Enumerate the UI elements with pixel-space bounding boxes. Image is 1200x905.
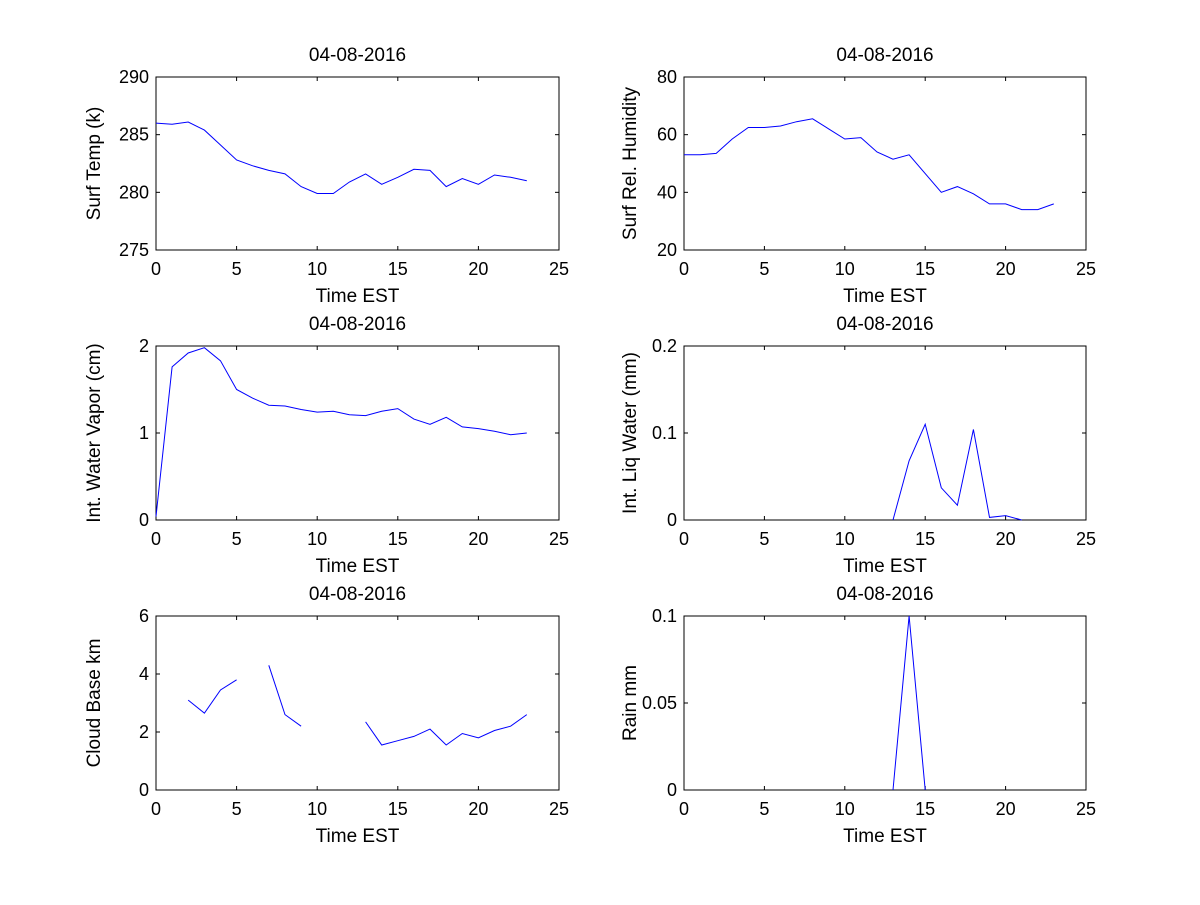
y-axis-label: Int. Liq Water (mm) [620,352,641,514]
x-tick-label: 25 [549,259,569,279]
x-tick-label: 15 [388,529,408,549]
y-tick-label: 0 [139,510,149,530]
axes-frame [683,615,1087,791]
x-axis-label: Time EST [316,826,400,847]
y-tick-label: 0.1 [652,606,677,626]
x-tick-label: 20 [996,529,1016,549]
y-tick-label: 1 [139,423,149,443]
y-tick-label: 4 [139,664,149,684]
x-tick-label: 5 [232,529,242,549]
y-tick-label: 0.1 [652,423,677,443]
axes-frame [683,345,1087,521]
series-line-2 [268,665,302,727]
y-tick-label: 290 [119,67,149,87]
y-axis-label: Int. Water Vapor (cm) [84,343,105,522]
subplot-1: 04-08-2016 0 5 10 15 20 25 275 280 285 290 Time EST… [84,45,569,307]
x-tick-label: 10 [307,529,327,549]
x-tick-label: 0 [679,799,689,819]
axes-frame [155,76,560,251]
subplot-2: 04-08-2016 0 5 10 15 20 25 20 40 60 80 Time EST Surf… [620,45,1096,307]
subplot-6: 04-08-2016 0 5 10 15 20 25 0 0.05 0.1 Time EST Rain… [620,584,1096,847]
x-tick-label: 5 [759,799,769,819]
x-tick-label: 5 [232,259,242,279]
x-tick-label: 5 [232,799,242,819]
y-tick-label: 0 [139,780,149,800]
x-tick-label: 20 [996,259,1016,279]
y-tick-label: 40 [657,182,677,202]
y-tick-label: 0.05 [642,693,677,713]
series-line-1 [684,118,1054,211]
x-tick-label: 15 [388,259,408,279]
chart-title: 04-08-2016 [836,45,933,66]
series-line-1 [892,615,926,791]
y-tick-label: 0 [667,780,677,800]
chart-title: 04-08-2016 [309,584,406,605]
x-axis-label: Time EST [843,556,927,577]
x-tick-label: 10 [835,529,855,549]
y-tick-label: 0 [667,510,677,530]
y-tick-label: 0.2 [652,336,677,356]
chart-title: 04-08-2016 [309,314,406,335]
x-tick-label: 15 [915,529,935,549]
x-tick-label: 15 [915,799,935,819]
x-tick-label: 10 [307,799,327,819]
x-tick-label: 10 [835,259,855,279]
x-tick-label: 25 [549,799,569,819]
x-tick-label: 0 [151,529,161,549]
chart-title: 04-08-2016 [836,314,933,335]
chart-title: 04-08-2016 [836,584,933,605]
x-tick-label: 25 [1076,529,1096,549]
x-tick-label: 25 [1076,259,1096,279]
axes-frame [155,615,560,791]
x-tick-label: 5 [759,259,769,279]
axes-frame [155,345,560,521]
series-line-3 [365,714,528,746]
y-tick-label: 60 [657,125,677,145]
x-tick-label: 0 [679,259,689,279]
y-tick-label: 2 [139,722,149,742]
x-tick-label: 20 [468,799,488,819]
x-tick-label: 15 [388,799,408,819]
y-axis-label: Rain mm [620,665,641,741]
y-tick-label: 6 [139,606,149,626]
series-line-1 [892,422,1022,521]
x-axis-label: Time EST [843,286,927,307]
y-tick-label: 280 [119,182,149,202]
y-axis-label: Surf Temp (k) [84,107,105,221]
y-tick-label: 80 [657,67,677,87]
x-tick-label: 20 [996,799,1016,819]
y-tick-label: 2 [139,336,149,356]
x-tick-label: 25 [1076,799,1096,819]
subplot-4: 04-08-2016 0 5 10 15 20 25 0 0.1 0.2 Time EST Int. … [620,314,1096,577]
x-tick-label: 10 [307,259,327,279]
y-tick-label: 285 [119,125,149,145]
x-axis-label: Time EST [316,286,400,307]
x-tick-label: 5 [759,529,769,549]
chart-title: 04-08-2016 [309,45,406,66]
y-tick-label: 275 [119,240,149,260]
subplot-5: 04-08-2016 0 5 10 15 20 25 0 2 4 6 Time EST Cloud Ba… [84,584,569,847]
subplot-3: 04-08-2016 0 5 10 15 20 25 0 1 2 Time EST Int. Wate… [84,314,569,577]
x-tick-label: 25 [549,529,569,549]
x-tick-label: 10 [835,799,855,819]
x-tick-label: 0 [151,259,161,279]
x-axis-label: Time EST [843,826,927,847]
y-tick-label: 20 [657,240,677,260]
x-tick-label: 0 [151,799,161,819]
x-axis-label: Time EST [316,556,400,577]
x-tick-label: 20 [468,529,488,549]
x-tick-label: 15 [915,259,935,279]
series-line-1 [155,121,527,194]
series-line-1 [155,347,527,517]
y-axis-label: Cloud Base km [84,639,105,768]
x-tick-label: 20 [468,259,488,279]
x-tick-label: 0 [679,529,689,549]
axes-frame [683,76,1087,251]
series-line-1 [187,679,237,714]
y-axis-label: Surf Rel. Humidity [620,86,641,240]
